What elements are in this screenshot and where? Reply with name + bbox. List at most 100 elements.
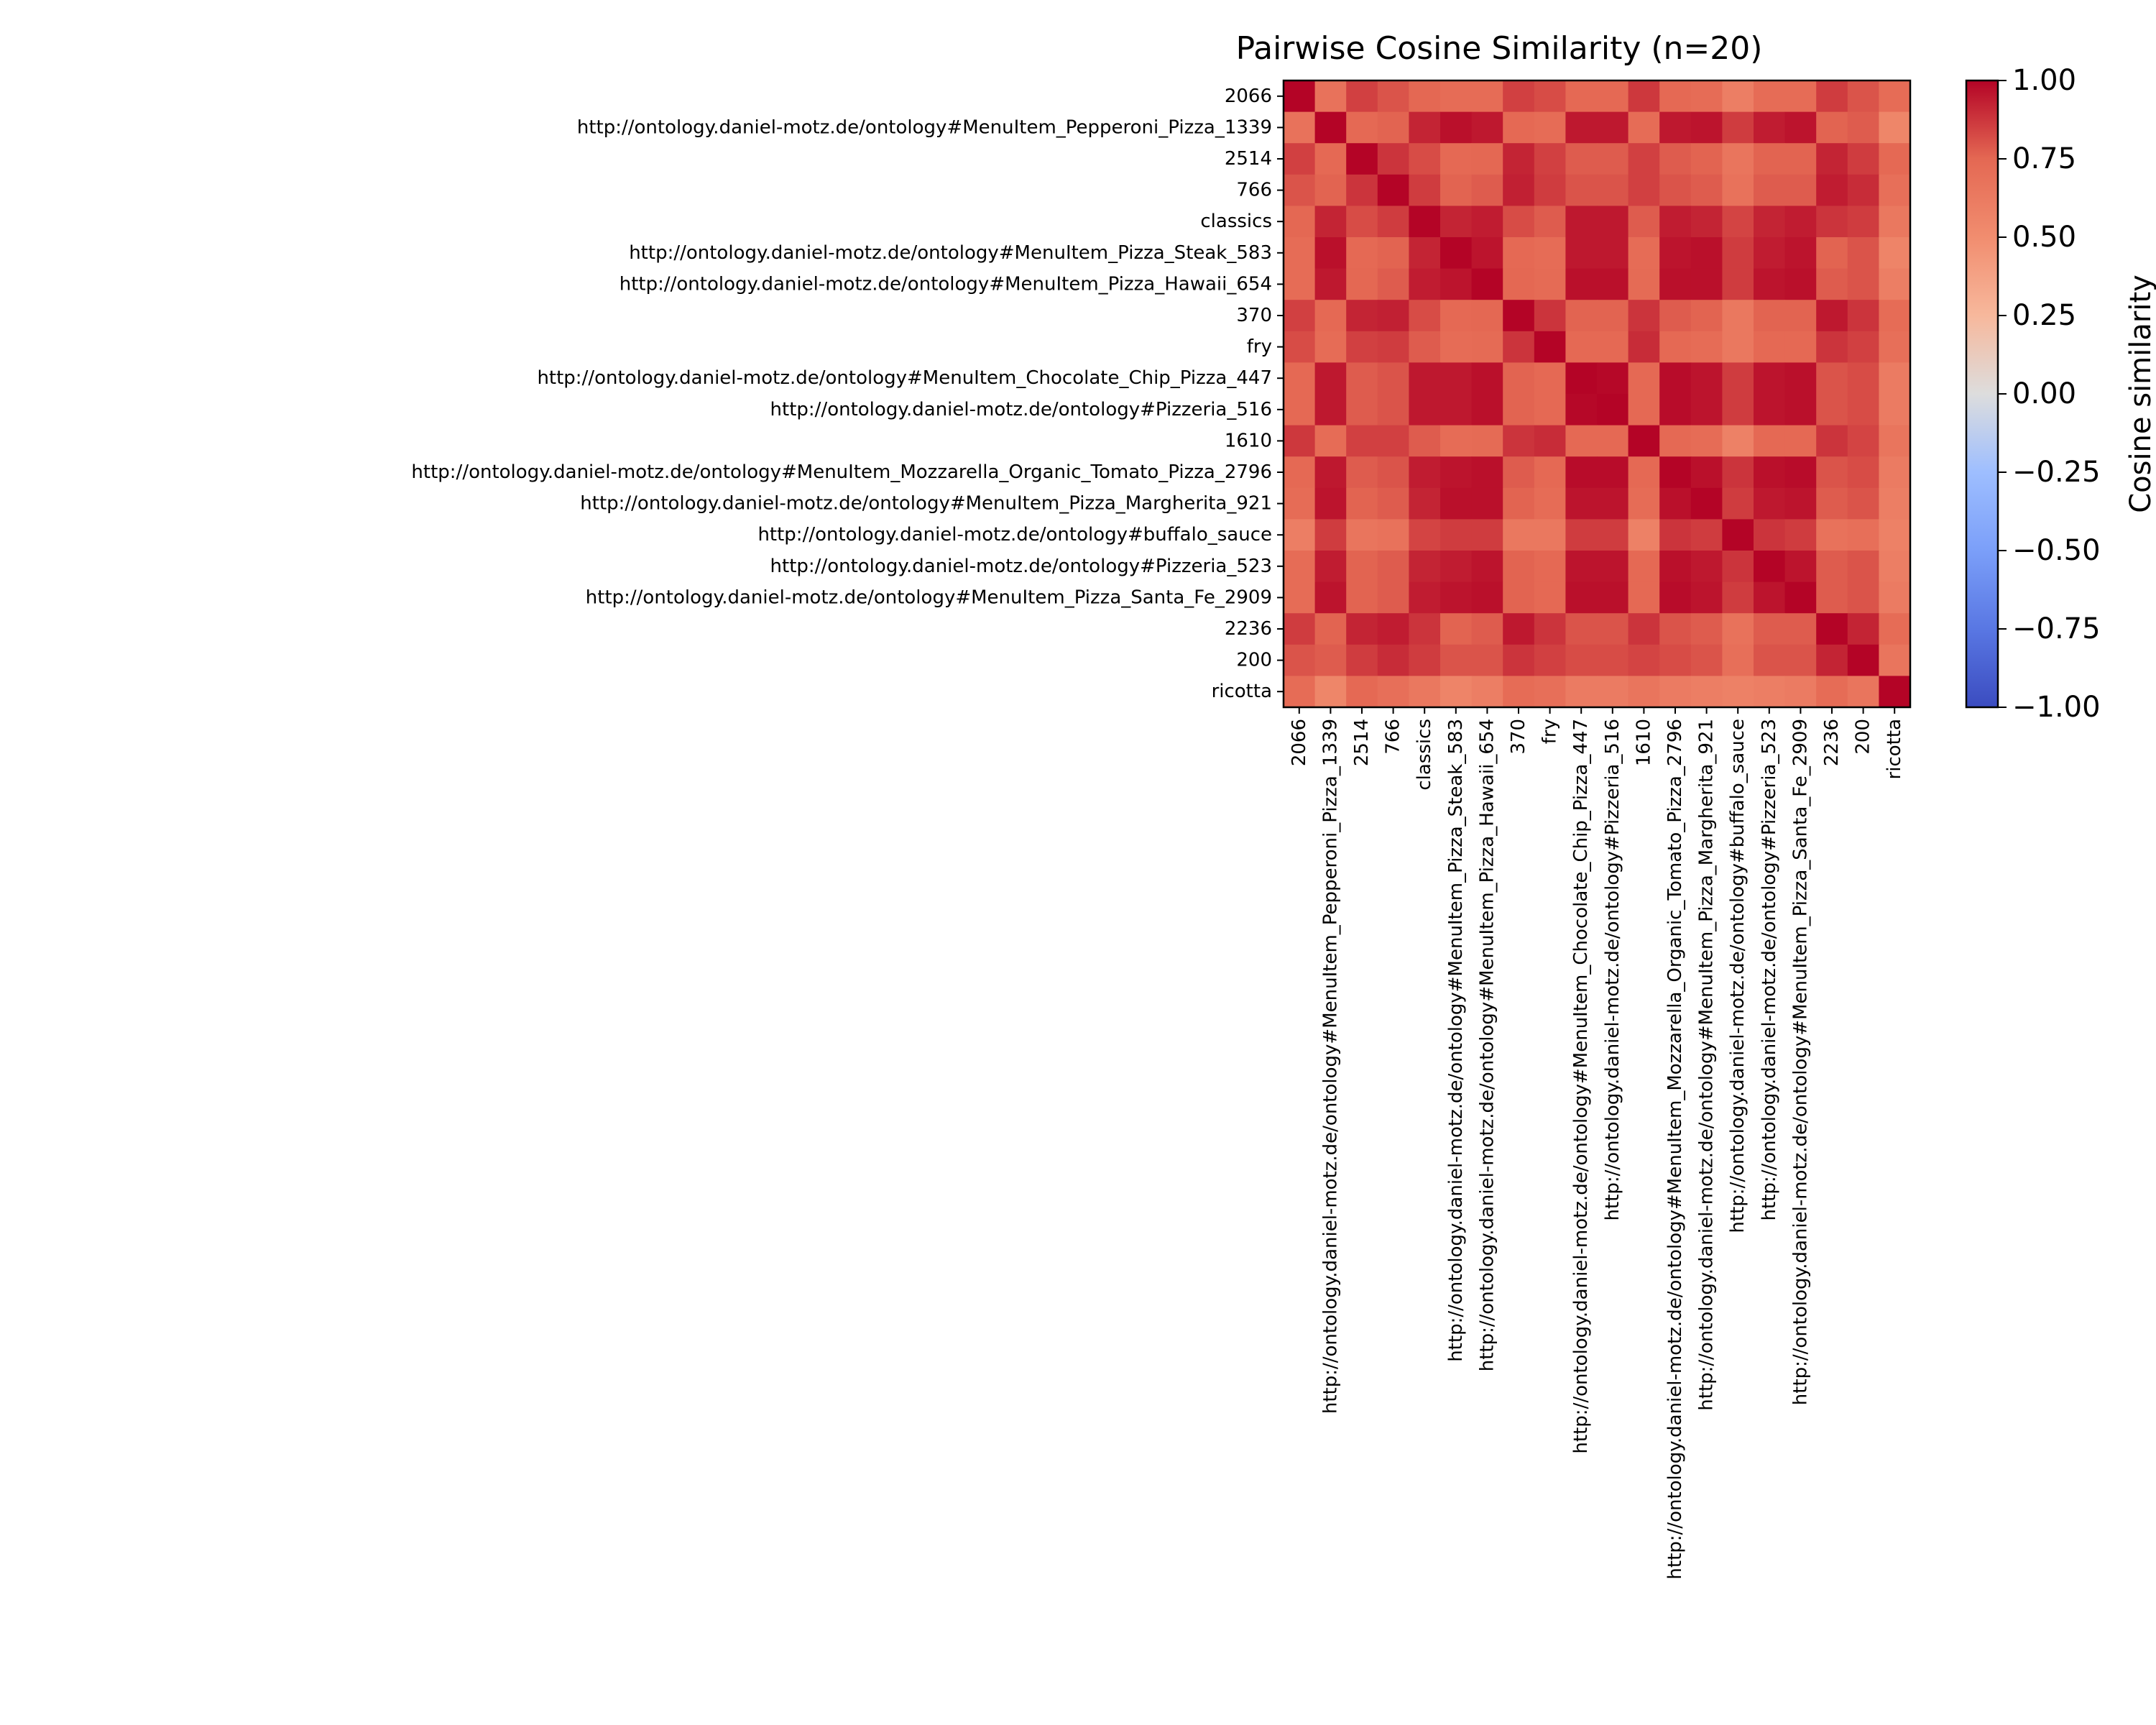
y-tick-label: http://ontology.daniel-motz.de/ontology#… — [770, 399, 1272, 420]
heatmap-cell — [1503, 237, 1535, 270]
heatmap-cell — [1879, 174, 1911, 206]
heatmap-cell — [1847, 362, 1879, 395]
heatmap-cell — [1565, 394, 1598, 426]
heatmap-cell — [1534, 644, 1566, 676]
colorbar-label: Cosine similarity — [2124, 275, 2156, 513]
x-tick-label: 2236 — [1821, 719, 1843, 766]
heatmap-cell — [1816, 676, 1848, 708]
heatmap-cell — [1847, 551, 1879, 583]
heatmap-cell — [1409, 206, 1441, 238]
heatmap-cell — [1471, 487, 1503, 520]
heatmap-cell — [1471, 551, 1503, 583]
heatmap-cell — [1628, 174, 1660, 206]
heatmap-cell — [1565, 174, 1598, 206]
heatmap-cell — [1471, 206, 1503, 238]
heatmap-cell — [1879, 519, 1911, 551]
heatmap-cell — [1471, 111, 1503, 144]
heatmap-cell — [1314, 551, 1347, 583]
heatmap-cell — [1754, 237, 1786, 270]
heatmap-cell — [1722, 644, 1754, 676]
heatmap-cell — [1471, 237, 1503, 270]
heatmap-cell — [1314, 676, 1347, 708]
heatmap-cell — [1784, 519, 1817, 551]
heatmap-cell — [1503, 394, 1535, 426]
heatmap-cell — [1597, 237, 1629, 270]
heatmap-cell — [1440, 425, 1473, 457]
heatmap-cell — [1346, 362, 1378, 395]
heatmap-cell — [1816, 613, 1848, 645]
heatmap-cell — [1409, 456, 1441, 489]
heatmap-cell — [1314, 519, 1347, 551]
heatmap-cell — [1440, 456, 1473, 489]
heatmap-cell — [1784, 206, 1817, 238]
heatmap-cell — [1847, 456, 1879, 489]
y-tick-label: http://ontology.daniel-motz.de/ontology#… — [411, 461, 1272, 483]
heatmap-cell — [1722, 206, 1754, 238]
heatmap-cell — [1722, 613, 1754, 645]
heatmap-cell — [1409, 111, 1441, 144]
heatmap-cell — [1471, 676, 1503, 708]
heatmap-cell — [1377, 644, 1409, 676]
x-tick-label: http://ontology.daniel-motz.de/ontology#… — [1476, 719, 1498, 1371]
heatmap-cell — [1409, 551, 1441, 583]
heatmap-cell — [1754, 143, 1786, 175]
heatmap-cell — [1784, 237, 1817, 270]
heatmap-cell — [1879, 362, 1911, 395]
heatmap-cell — [1722, 487, 1754, 520]
heatmap-cell — [1722, 111, 1754, 144]
heatmap-cell — [1565, 456, 1598, 489]
heatmap-cell — [1659, 331, 1692, 363]
heatmap-cell — [1377, 143, 1409, 175]
heatmap-cell — [1690, 394, 1723, 426]
heatmap-cell — [1722, 174, 1754, 206]
heatmap-cell — [1659, 300, 1692, 332]
heatmap-cell — [1565, 80, 1598, 113]
x-tick-label: 200 — [1853, 719, 1874, 755]
heatmap-cell — [1471, 613, 1503, 645]
heatmap-cell — [1284, 268, 1316, 300]
heatmap-cell — [1284, 551, 1316, 583]
heatmap-cell — [1503, 143, 1535, 175]
heatmap-cell — [1534, 456, 1566, 489]
heatmap-cell — [1409, 425, 1441, 457]
heatmap-cell — [1659, 268, 1692, 300]
colorbar: 1.00 0.75 0.50 0.25 0.00 −0.25 −0.50 −0.75 −1.00… — [1965, 64, 2156, 724]
heatmap-cell — [1503, 268, 1535, 300]
heatmap-cell — [1534, 425, 1566, 457]
heatmap-cell — [1659, 519, 1692, 551]
heatmap-cell — [1377, 676, 1409, 708]
heatmap-cell — [1346, 143, 1378, 175]
heatmap-cell — [1659, 456, 1692, 489]
heatmap-cell — [1784, 331, 1817, 363]
heatmap-cell — [1597, 268, 1629, 300]
heatmap-cell — [1659, 362, 1692, 395]
heatmap-cell — [1784, 644, 1817, 676]
heatmap-cell — [1565, 206, 1598, 238]
heatmap-cell — [1659, 487, 1692, 520]
heatmap-cell — [1534, 551, 1566, 583]
heatmap-cell — [1628, 394, 1660, 426]
heatmap-cell — [1284, 581, 1316, 614]
heatmap-cell — [1409, 268, 1441, 300]
x-tick-labels: 2066 http://ontology.daniel-motz.de/ontol… — [1289, 707, 1905, 1580]
heatmap-cell — [1284, 331, 1316, 363]
heatmap-cell — [1628, 206, 1660, 238]
heatmap-cell — [1346, 111, 1378, 144]
heatmap-cell — [1784, 487, 1817, 520]
y-tick-label: 1610 — [1225, 430, 1272, 451]
heatmap-cell — [1816, 362, 1848, 395]
heatmap-cell — [1847, 80, 1879, 113]
heatmap-cell — [1440, 268, 1473, 300]
heatmap-cell — [1534, 143, 1566, 175]
x-tick-label: http://ontology.daniel-motz.de/ontology#… — [1789, 719, 1811, 1405]
y-tick-label: 2236 — [1225, 618, 1272, 640]
colorbar-tick-label: −0.75 — [2012, 612, 2101, 645]
heatmap-cell — [1534, 300, 1566, 332]
heatmap-cell — [1314, 487, 1347, 520]
heatmap-cell — [1314, 394, 1347, 426]
heatmap-cell — [1377, 362, 1409, 395]
heatmap-cell — [1816, 80, 1848, 113]
heatmap-cell — [1409, 300, 1441, 332]
heatmap-cell — [1503, 300, 1535, 332]
